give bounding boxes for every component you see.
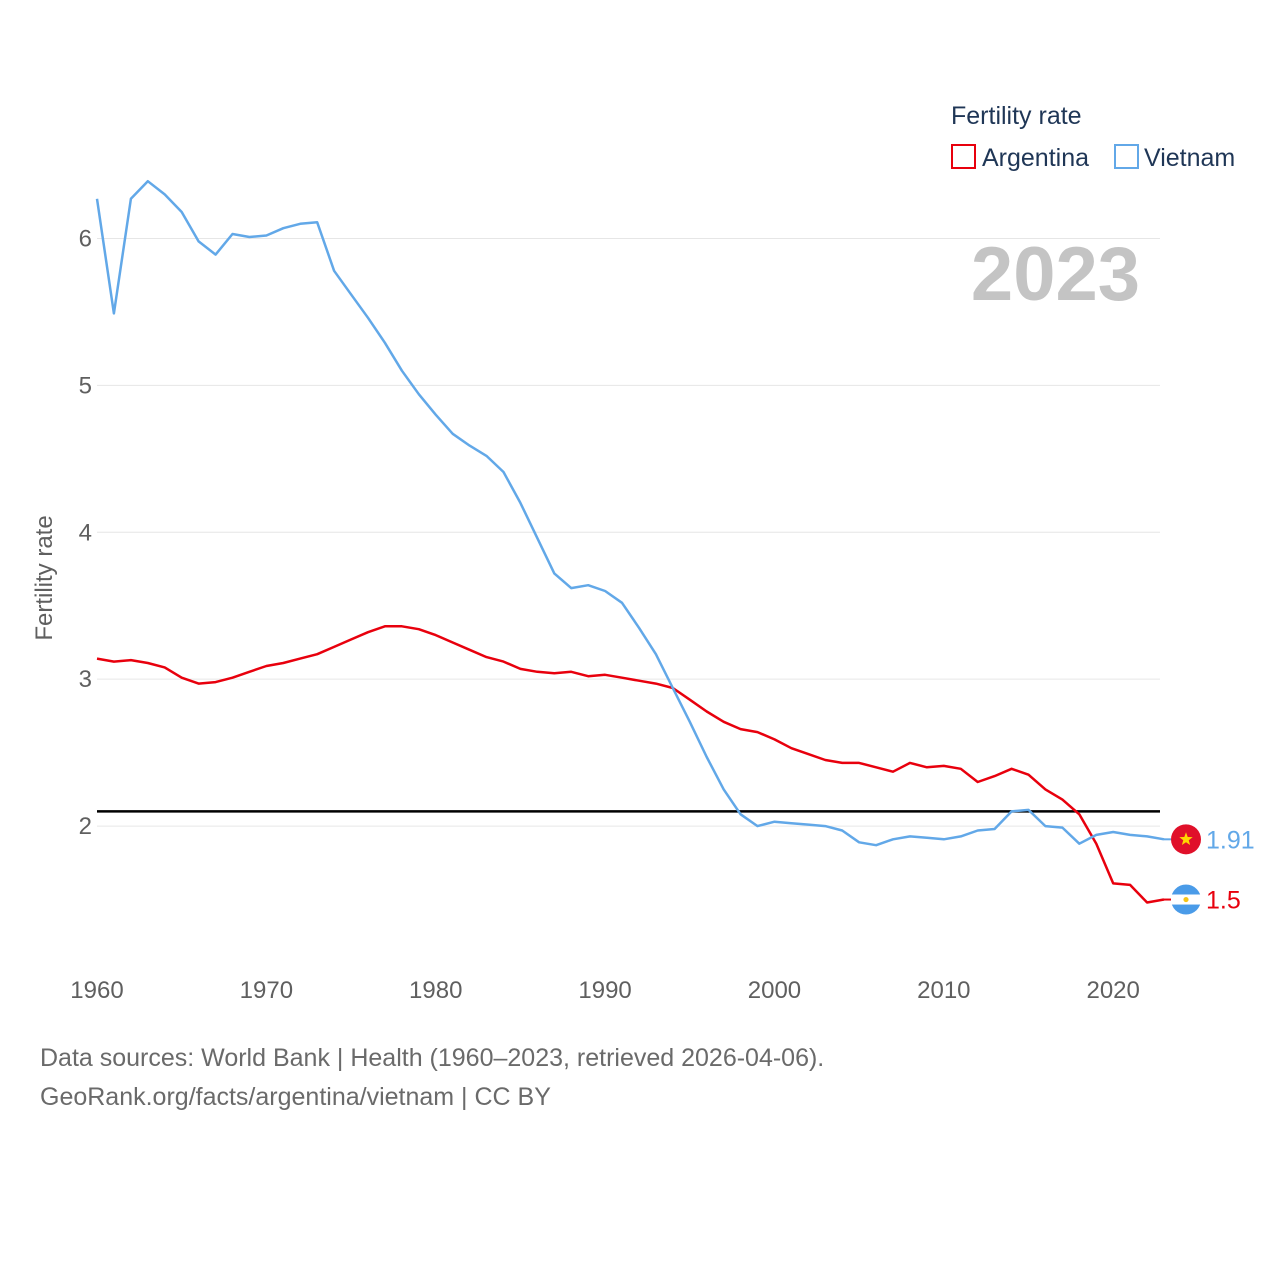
legend-title: Fertility rate	[951, 102, 1082, 130]
series-line-argentina[interactable]	[96, 625, 1165, 904]
x-tick-1960: 1960	[70, 977, 123, 1004]
vietnam-flag-icon	[1171, 824, 1201, 855]
series-lines	[95, 179, 1165, 904]
legend-label-vietnam[interactable]: Vietnam	[1144, 144, 1235, 172]
y-tick-3: 3	[79, 666, 92, 693]
x-tick-1980: 1980	[409, 977, 462, 1004]
legend-label-argentina[interactable]: Argentina	[982, 144, 1089, 172]
x-tick-2020: 2020	[1086, 977, 1139, 1004]
y-axis-ticks: 2 3 4 5 6	[79, 225, 92, 840]
gridlines	[97, 237, 1160, 827]
legend[interactable]: Fertility rate Argentina Vietnam	[951, 102, 1235, 172]
y-tick-4: 4	[79, 519, 92, 546]
x-tick-1990: 1990	[578, 977, 631, 1004]
series-line-vietnam[interactable]	[95, 179, 1165, 847]
x-tick-2000: 2000	[748, 977, 801, 1004]
x-tick-1970: 1970	[240, 977, 293, 1004]
x-tick-2010: 2010	[917, 977, 970, 1004]
end-value-vietnam: 1.91	[1206, 826, 1255, 854]
year-label: 2023	[971, 232, 1140, 317]
end-value-argentina: 1.5	[1206, 887, 1241, 915]
y-tick-5: 5	[79, 372, 92, 399]
legend-swatch-vietnam[interactable]	[1114, 144, 1139, 169]
y-tick-6: 6	[79, 225, 92, 252]
y-tick-2: 2	[79, 813, 92, 840]
series-end-labels: 1.5 1.91	[1164, 824, 1255, 915]
y-axis-label: Fertility rate	[31, 515, 58, 640]
footer-sources: Data sources: World Bank | Health (1960–…	[40, 1044, 825, 1072]
x-axis-ticks: 1960 1970 1980 1990 2000 2010 2020	[70, 977, 1140, 1004]
footer-attribution[interactable]: GeoRank.org/facts/argentina/vietnam | CC…	[40, 1083, 551, 1111]
argentina-flag-icon	[1171, 884, 1201, 915]
legend-swatch-argentina[interactable]	[951, 144, 976, 169]
